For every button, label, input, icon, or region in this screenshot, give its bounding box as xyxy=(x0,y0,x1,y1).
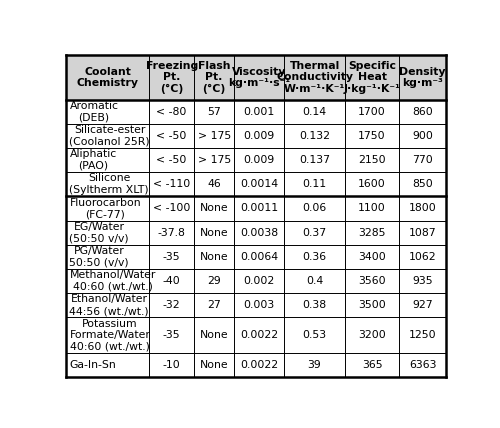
Bar xyxy=(66,55,446,100)
Text: 3560: 3560 xyxy=(358,276,386,286)
Text: 0.53: 0.53 xyxy=(302,330,326,340)
Text: 0.0022: 0.0022 xyxy=(240,360,278,370)
Text: 3500: 3500 xyxy=(358,300,386,310)
Text: > 175: > 175 xyxy=(198,131,231,141)
Text: -40: -40 xyxy=(163,276,180,286)
Text: 6363: 6363 xyxy=(409,360,436,370)
Text: Flash
Pt.
(°C): Flash Pt. (°C) xyxy=(198,61,230,94)
Text: -32: -32 xyxy=(163,300,180,310)
Text: Aromatic
(DEB): Aromatic (DEB) xyxy=(70,101,118,122)
Text: 1800: 1800 xyxy=(408,203,436,214)
Text: 27: 27 xyxy=(208,300,221,310)
Text: Viscosity
kg·m⁻¹·s⁻¹: Viscosity kg·m⁻¹·s⁻¹ xyxy=(228,67,290,88)
Text: 0.0022: 0.0022 xyxy=(240,330,278,340)
Text: 927: 927 xyxy=(412,300,433,310)
Text: Specific
Heat
J·kg⁻¹·K⁻¹: Specific Heat J·kg⁻¹·K⁻¹ xyxy=(344,61,400,94)
Text: 3200: 3200 xyxy=(358,330,386,340)
Text: Density
kg·m⁻³: Density kg·m⁻³ xyxy=(400,67,446,88)
Text: < -100: < -100 xyxy=(153,203,190,214)
Text: Silicone
(Syltherm XLT): Silicone (Syltherm XLT) xyxy=(70,173,149,195)
Text: 0.001: 0.001 xyxy=(244,107,274,117)
Text: Potassium
Formate/Water
40:60 (wt./wt.): Potassium Formate/Water 40:60 (wt./wt.) xyxy=(70,318,150,352)
Text: 0.36: 0.36 xyxy=(302,252,326,262)
Text: 1600: 1600 xyxy=(358,179,386,189)
Text: Methanol/Water
40:60 (wt./wt.): Methanol/Water 40:60 (wt./wt.) xyxy=(70,270,156,292)
Text: None: None xyxy=(200,228,228,238)
Text: None: None xyxy=(200,330,228,340)
Text: 46: 46 xyxy=(208,179,221,189)
Text: 39: 39 xyxy=(308,360,322,370)
Text: < -50: < -50 xyxy=(156,155,187,165)
Text: < -110: < -110 xyxy=(153,179,190,189)
Text: Thermal
Conductivity
W·m⁻¹·K⁻¹: Thermal Conductivity W·m⁻¹·K⁻¹ xyxy=(276,61,353,94)
Text: 1062: 1062 xyxy=(409,252,436,262)
Text: 0.06: 0.06 xyxy=(302,203,326,214)
Text: Aliphatic
(PAO): Aliphatic (PAO) xyxy=(70,149,116,171)
Text: Ga-In-Sn: Ga-In-Sn xyxy=(70,360,116,370)
Text: None: None xyxy=(200,360,228,370)
Text: Fluorocarbon
(FC-77): Fluorocarbon (FC-77) xyxy=(70,198,141,219)
Text: Coolant
Chemistry: Coolant Chemistry xyxy=(77,67,139,88)
Text: 0.11: 0.11 xyxy=(302,179,326,189)
Text: 0.0064: 0.0064 xyxy=(240,252,278,262)
Text: 57: 57 xyxy=(208,107,221,117)
Text: -37.8: -37.8 xyxy=(158,228,186,238)
Text: 0.009: 0.009 xyxy=(244,155,274,165)
Text: < -50: < -50 xyxy=(156,131,187,141)
Text: 0.38: 0.38 xyxy=(302,300,326,310)
Text: Freezing
Pt.
(°C): Freezing Pt. (°C) xyxy=(146,61,198,94)
Text: 850: 850 xyxy=(412,179,433,189)
Text: -35: -35 xyxy=(163,330,180,340)
Text: 1700: 1700 xyxy=(358,107,386,117)
Text: 29: 29 xyxy=(208,276,221,286)
Text: 1087: 1087 xyxy=(409,228,436,238)
Text: 1250: 1250 xyxy=(409,330,436,340)
Text: 935: 935 xyxy=(412,276,433,286)
Text: 0.0011: 0.0011 xyxy=(240,203,278,214)
Text: 0.0014: 0.0014 xyxy=(240,179,278,189)
Text: 1100: 1100 xyxy=(358,203,386,214)
Text: 0.009: 0.009 xyxy=(244,131,274,141)
Text: 900: 900 xyxy=(412,131,433,141)
Text: 0.002: 0.002 xyxy=(244,276,274,286)
Text: -10: -10 xyxy=(163,360,180,370)
Text: 365: 365 xyxy=(362,360,382,370)
Text: EG/Water
(50:50 v/v): EG/Water (50:50 v/v) xyxy=(70,222,129,244)
Text: 0.132: 0.132 xyxy=(299,131,330,141)
Text: None: None xyxy=(200,203,228,214)
Text: PG/Water
50:50 (v/v): PG/Water 50:50 (v/v) xyxy=(70,246,129,268)
Text: 0.003: 0.003 xyxy=(244,300,274,310)
Text: None: None xyxy=(200,252,228,262)
Text: 2150: 2150 xyxy=(358,155,386,165)
Text: Silicate-ester
(Coolanol 25R): Silicate-ester (Coolanol 25R) xyxy=(70,125,150,147)
Text: 3400: 3400 xyxy=(358,252,386,262)
Text: 770: 770 xyxy=(412,155,433,165)
Text: 0.0038: 0.0038 xyxy=(240,228,278,238)
Text: > 175: > 175 xyxy=(198,155,231,165)
Text: Ethanol/Water
44:56 (wt./wt.): Ethanol/Water 44:56 (wt./wt.) xyxy=(70,294,149,316)
Text: 1750: 1750 xyxy=(358,131,386,141)
Text: 0.4: 0.4 xyxy=(306,276,323,286)
Text: 0.137: 0.137 xyxy=(299,155,330,165)
Text: 0.37: 0.37 xyxy=(302,228,326,238)
Text: 3285: 3285 xyxy=(358,228,386,238)
Text: < -80: < -80 xyxy=(156,107,187,117)
Text: -35: -35 xyxy=(163,252,180,262)
Text: 860: 860 xyxy=(412,107,433,117)
Text: 0.14: 0.14 xyxy=(302,107,326,117)
